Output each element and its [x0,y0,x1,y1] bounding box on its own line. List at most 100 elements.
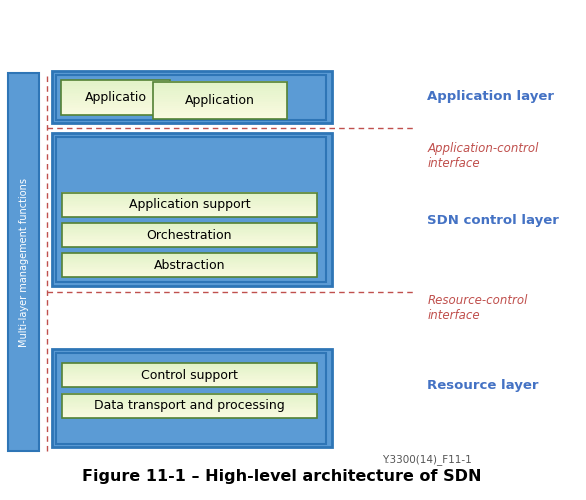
FancyBboxPatch shape [62,377,317,379]
FancyBboxPatch shape [153,113,287,116]
FancyBboxPatch shape [62,416,317,418]
FancyBboxPatch shape [153,104,287,106]
FancyBboxPatch shape [62,268,317,269]
FancyBboxPatch shape [56,76,326,120]
FancyBboxPatch shape [62,372,317,374]
FancyBboxPatch shape [153,106,287,108]
FancyBboxPatch shape [62,371,317,373]
FancyBboxPatch shape [62,369,317,370]
Text: Applicatio: Applicatio [84,92,146,104]
Text: SDN control layer: SDN control layer [427,214,559,226]
FancyBboxPatch shape [62,260,317,262]
FancyBboxPatch shape [62,268,317,270]
FancyBboxPatch shape [62,240,317,242]
FancyBboxPatch shape [62,276,317,278]
FancyBboxPatch shape [62,265,317,266]
Text: Resource-control
interface: Resource-control interface [427,294,527,322]
FancyBboxPatch shape [61,112,170,114]
FancyBboxPatch shape [62,364,317,366]
FancyBboxPatch shape [62,271,317,272]
FancyBboxPatch shape [62,396,317,398]
Text: Figure 11-1 – High-level architecture of SDN: Figure 11-1 – High-level architecture of… [82,468,481,483]
FancyBboxPatch shape [153,115,287,117]
FancyBboxPatch shape [61,82,170,84]
FancyBboxPatch shape [62,253,317,254]
FancyBboxPatch shape [62,194,317,196]
FancyBboxPatch shape [62,210,317,212]
FancyBboxPatch shape [62,405,317,407]
FancyBboxPatch shape [62,402,317,404]
FancyBboxPatch shape [62,197,317,199]
FancyBboxPatch shape [62,238,317,240]
FancyBboxPatch shape [61,84,170,86]
FancyBboxPatch shape [61,87,170,89]
FancyBboxPatch shape [62,402,317,403]
FancyBboxPatch shape [62,204,317,206]
FancyBboxPatch shape [62,202,317,203]
Text: Multi-layer management functions: Multi-layer management functions [19,178,29,347]
FancyBboxPatch shape [62,411,317,413]
FancyBboxPatch shape [153,110,287,112]
FancyBboxPatch shape [62,381,317,382]
FancyBboxPatch shape [61,99,170,102]
FancyBboxPatch shape [56,137,326,282]
FancyBboxPatch shape [153,82,287,84]
FancyBboxPatch shape [62,228,317,229]
FancyBboxPatch shape [62,404,317,406]
FancyBboxPatch shape [153,89,287,92]
FancyBboxPatch shape [62,370,317,372]
FancyBboxPatch shape [62,386,317,387]
FancyBboxPatch shape [153,87,287,90]
FancyBboxPatch shape [61,80,170,82]
Text: Application support: Application support [128,198,250,211]
FancyBboxPatch shape [62,231,317,232]
Text: Data transport and processing: Data transport and processing [94,399,285,412]
Text: Y.3300(14)_F11-1: Y.3300(14)_F11-1 [383,454,472,466]
FancyBboxPatch shape [62,374,317,376]
Text: Application-control
interface: Application-control interface [427,142,539,170]
FancyBboxPatch shape [62,264,317,266]
FancyBboxPatch shape [62,270,317,272]
FancyBboxPatch shape [62,262,317,263]
FancyBboxPatch shape [62,225,317,226]
FancyBboxPatch shape [62,376,317,378]
FancyBboxPatch shape [62,244,317,246]
FancyBboxPatch shape [62,222,317,224]
FancyBboxPatch shape [62,206,317,208]
FancyBboxPatch shape [52,71,332,123]
FancyBboxPatch shape [153,85,287,87]
FancyBboxPatch shape [62,200,317,201]
FancyBboxPatch shape [8,74,39,452]
FancyBboxPatch shape [62,240,317,241]
FancyBboxPatch shape [61,85,170,87]
FancyBboxPatch shape [62,414,317,415]
FancyBboxPatch shape [62,383,317,385]
FancyBboxPatch shape [61,110,170,112]
FancyBboxPatch shape [153,108,287,110]
FancyBboxPatch shape [61,106,170,108]
FancyBboxPatch shape [62,246,317,247]
FancyBboxPatch shape [62,410,317,412]
FancyBboxPatch shape [62,368,317,370]
FancyBboxPatch shape [153,112,287,114]
FancyBboxPatch shape [61,92,170,94]
FancyBboxPatch shape [62,259,317,260]
FancyBboxPatch shape [62,194,317,195]
FancyBboxPatch shape [61,98,170,100]
FancyBboxPatch shape [62,256,317,257]
FancyBboxPatch shape [62,258,317,260]
Text: Application: Application [185,94,255,107]
FancyBboxPatch shape [62,414,317,416]
FancyBboxPatch shape [62,214,317,216]
FancyBboxPatch shape [62,230,317,232]
FancyBboxPatch shape [61,108,170,110]
FancyBboxPatch shape [153,117,287,119]
FancyBboxPatch shape [62,212,317,214]
FancyBboxPatch shape [62,366,317,368]
FancyBboxPatch shape [62,256,317,258]
FancyBboxPatch shape [56,353,326,444]
FancyBboxPatch shape [62,408,317,409]
FancyBboxPatch shape [62,232,317,234]
FancyBboxPatch shape [62,243,317,244]
FancyBboxPatch shape [62,208,317,210]
